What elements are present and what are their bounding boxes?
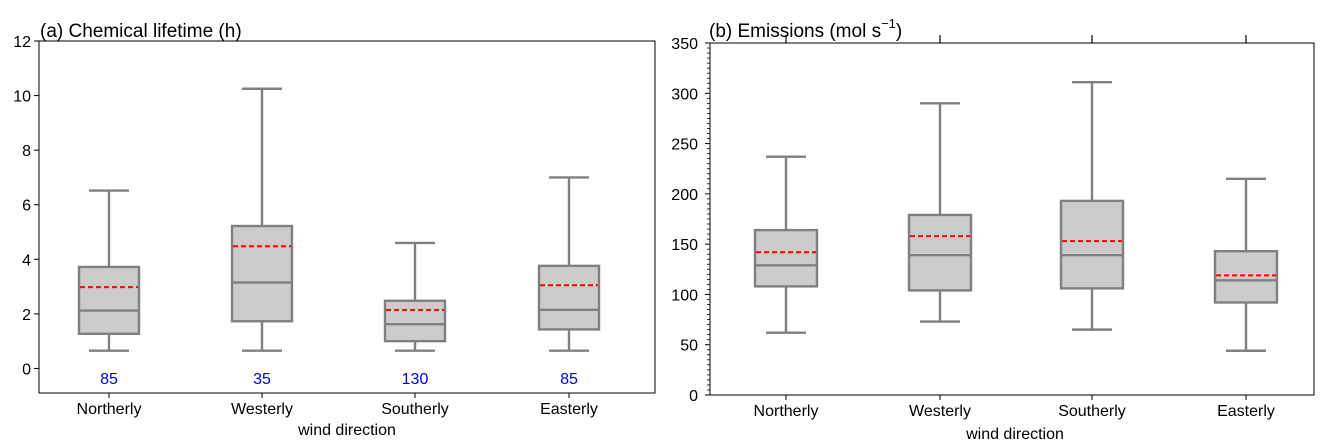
y-tick-label: 150 (671, 237, 698, 254)
box-iqr (1059, 199, 1125, 290)
panel-b-x-axis: Northerly Westerly Southerly Easterly (754, 35, 1275, 420)
panel-a-plot-frame (38, 40, 656, 394)
y-tick-label: 2 (22, 307, 31, 324)
box-iqr (907, 213, 973, 292)
x-tick-label: Westerly (909, 403, 971, 420)
panel-a-xlabel: wind direction (297, 422, 396, 439)
x-tick-label: Northerly (754, 403, 819, 420)
sample-count-label: 130 (402, 371, 429, 388)
y-tick-label: 10 (13, 89, 31, 106)
panel-a-x-axis: Northerly Westerly Southerly Easterly (77, 393, 598, 418)
y-tick-label: 12 (13, 34, 31, 51)
sample-count-label: 85 (100, 371, 118, 388)
y-tick-label: 100 (671, 287, 698, 304)
x-tick-label: Southerly (381, 401, 449, 418)
panel-b-boxes (753, 81, 1279, 352)
y-tick-label: 4 (22, 252, 31, 269)
box-iqr (77, 265, 141, 335)
box-iqr (383, 299, 447, 343)
panel-a-title: (a) Chemical lifetime (h) (40, 21, 242, 42)
x-tick-label: Southerly (1058, 403, 1126, 420)
panel-b-emissions: (b) Emissions (mol s−1) 0 50 100 150 200 250 3… (671, 16, 1315, 443)
y-tick-label: 350 (671, 36, 698, 53)
y-tick-label: 0 (22, 361, 31, 378)
y-tick-label: 250 (671, 137, 698, 154)
panel-b-title: (b) Emissions (mol s−1) (709, 16, 902, 42)
box-iqr (230, 224, 294, 323)
box-iqr (1213, 249, 1279, 304)
y-tick-label: 50 (680, 338, 698, 355)
sample-count-label: 35 (253, 371, 271, 388)
x-tick-label: Easterly (540, 401, 598, 418)
panel-b-title-main: (b) Emissions (mol s (709, 21, 881, 42)
y-tick-label: 8 (22, 143, 31, 160)
panel-b-xlabel: wind direction (965, 426, 1064, 443)
x-tick-label: Northerly (77, 401, 142, 418)
sample-count-label: 85 (560, 371, 578, 388)
panel-b-title-end: ) (896, 21, 902, 42)
panel-a-chemical-lifetime: (a) Chemical lifetime (h) 0 2 4 6 8 10 12 85 35… (13, 21, 656, 439)
panel-b-y-axis: 0 50 100 150 200 250 300 350 (671, 36, 710, 405)
panel-b-plot-frame (709, 42, 1315, 396)
box-iqr (753, 228, 819, 288)
panel-a-y-axis: 0 2 4 6 8 10 12 (13, 34, 39, 378)
x-tick-label: Easterly (1217, 403, 1275, 420)
y-tick-label: 200 (671, 187, 698, 204)
x-tick-label: Westerly (231, 401, 293, 418)
panel-b-title-superscript: −1 (881, 16, 896, 31)
panel-a-boxes: 85 35 130 85 (77, 87, 601, 388)
y-tick-label: 0 (689, 388, 698, 405)
y-tick-label: 6 (22, 198, 31, 215)
y-tick-label: 300 (671, 86, 698, 103)
box-iqr (537, 264, 601, 331)
